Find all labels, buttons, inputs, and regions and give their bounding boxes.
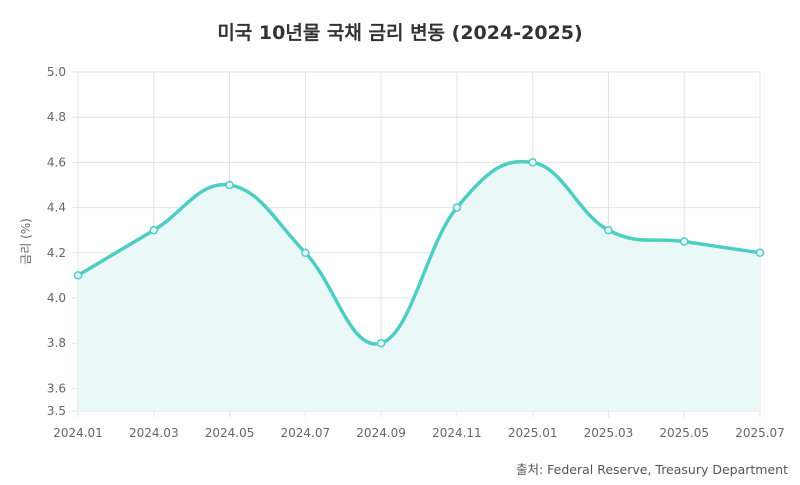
data-point	[755, 248, 765, 258]
chart-title: 미국 10년물 국채 금리 변동 (2024-2025)	[217, 22, 583, 44]
data-point	[528, 158, 537, 167]
y-tick-label: 4.4	[47, 201, 66, 215]
x-tick-label: 2024.09	[356, 426, 406, 440]
data-point	[679, 237, 689, 246]
y-tick-label: 4.0	[47, 291, 66, 305]
y-axis-label: 금리 (%)	[19, 218, 33, 265]
x-tick-label: 2025.07	[735, 426, 785, 440]
source-note: 출처: Federal Reserve, Treasury Department	[515, 462, 788, 477]
data-point	[376, 338, 386, 348]
x-tick-label: 2025.01	[508, 426, 558, 440]
x-tick-label: 2025.03	[584, 426, 634, 440]
y-tick-label: 3.6	[47, 381, 66, 395]
data-point	[452, 203, 462, 212]
data-point	[73, 271, 83, 280]
data-point	[301, 248, 310, 258]
x-tick-label: 2025.05	[659, 426, 709, 440]
data-point	[225, 180, 234, 190]
data-point	[604, 225, 613, 235]
x-tick-label: 2024.01	[53, 426, 103, 440]
x-tick-label: 2024.07	[281, 426, 331, 440]
y-tick-label: 4.6	[47, 155, 66, 169]
x-tick-label: 2024.11	[432, 426, 482, 440]
y-tick-label: 3.8	[47, 336, 66, 350]
y-tick-label: 5.0	[47, 65, 66, 79]
x-tick-label: 2024.03	[129, 426, 179, 440]
series-line	[77, 159, 761, 346]
y-tick-label: 4.2	[47, 246, 66, 260]
y-tick-label: 3.5	[47, 404, 66, 418]
y-tick-label: 4.8	[47, 110, 66, 124]
data-point	[149, 225, 159, 235]
x-tick-label: 2024.05	[205, 426, 255, 440]
